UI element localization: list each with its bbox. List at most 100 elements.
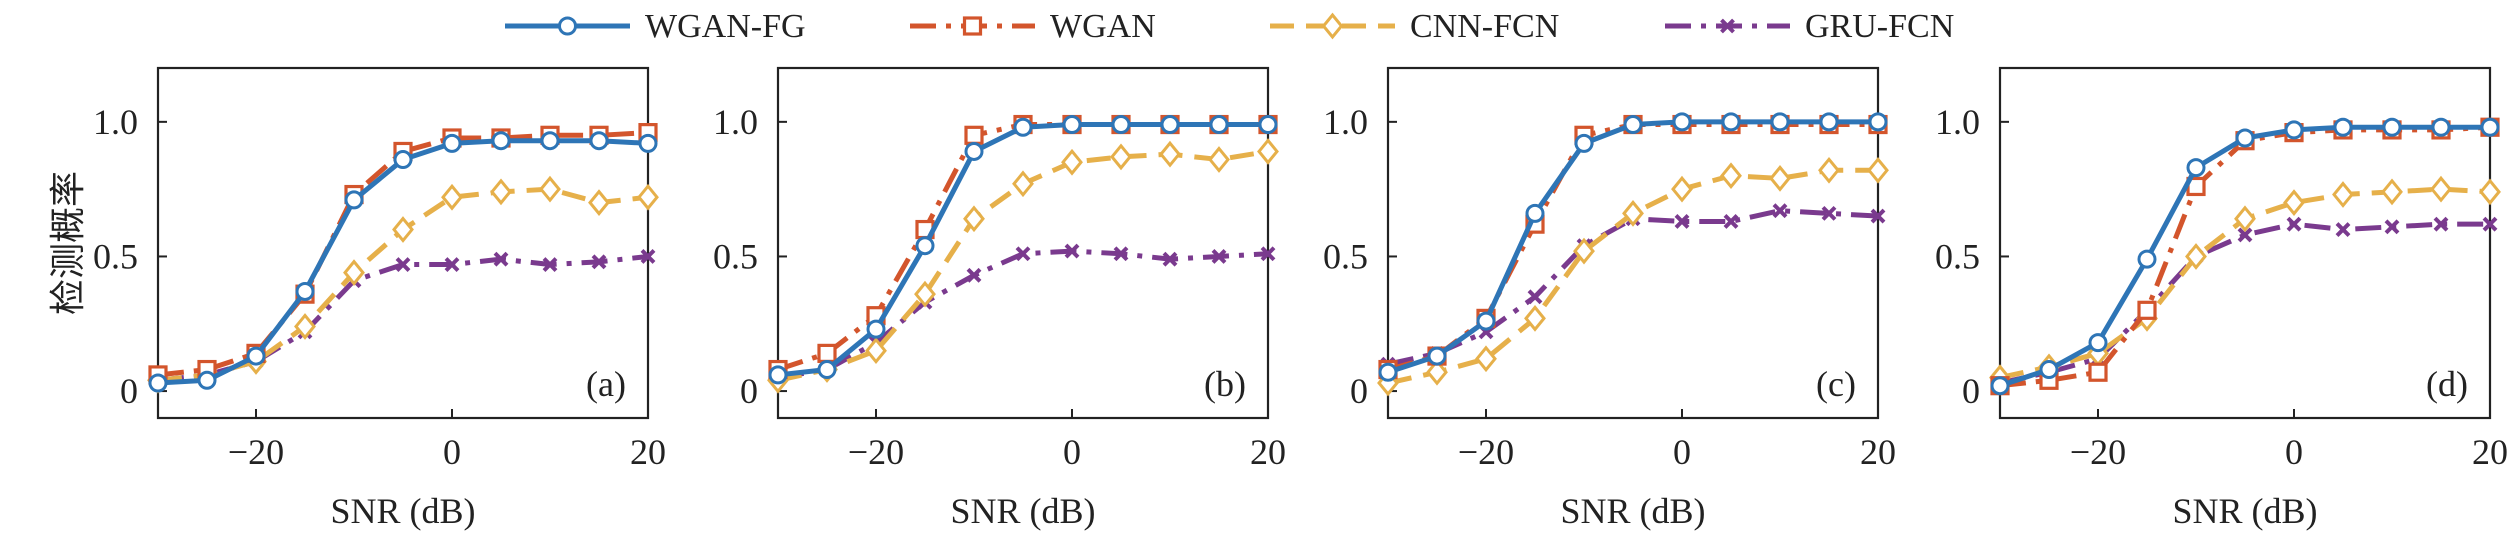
data-point (1870, 208, 1886, 224)
data-point (1427, 346, 1447, 366)
data-point (493, 251, 509, 267)
x-tick-label: 20 (630, 432, 666, 472)
data-point (1721, 112, 1741, 132)
plot-frame (156, 66, 650, 420)
legend-item-cnn-fcn: CNN-FCN (1270, 8, 1559, 45)
data-point (2479, 178, 2501, 206)
data-point (640, 249, 656, 264)
panel-label: (b) (1204, 364, 1246, 404)
legend-item-wgan-fg: WGAN-FG (505, 8, 806, 45)
data-point (1818, 156, 1840, 184)
data-point (817, 343, 837, 363)
data-point (866, 319, 886, 339)
data-point (1674, 214, 1690, 229)
x-axis-label: SNR (dB) (330, 491, 475, 531)
data-point (1525, 203, 1545, 223)
panel-a: −20 0 20 0 0.5 1.0 SNR (dB) 检测概率 (a) (48, 66, 666, 531)
x-axis-label: SNR (dB) (1560, 491, 1705, 531)
series-wgan-fg (1378, 112, 1888, 382)
plot-frame (776, 66, 1270, 420)
data-point (2382, 117, 2402, 137)
data-point (2137, 300, 2157, 320)
data-point (1723, 214, 1739, 229)
data-point (393, 150, 413, 170)
data-point (491, 131, 511, 151)
data-point (589, 131, 609, 151)
data-point (966, 267, 982, 283)
legend-label: GRU-FCN (1805, 8, 1954, 45)
y-tick-label: 0.5 (1323, 236, 1368, 276)
plot-frame (1998, 66, 2492, 420)
y-tick-label: 1.0 (1935, 102, 1980, 142)
series-wgan (1990, 117, 2500, 396)
data-point (2433, 216, 2449, 232)
x-tick-label: 0 (443, 432, 461, 472)
data-point (2137, 249, 2157, 269)
data-point (1819, 112, 1839, 132)
panel-b: −20 0 20 0 0.5 1.0 SNR (dB) (b) (713, 66, 1286, 531)
data-point (2335, 222, 2351, 237)
data-point (1160, 115, 1180, 135)
x-tick-label: 20 (2472, 432, 2508, 472)
data-point (539, 175, 561, 203)
data-point (1378, 362, 1398, 382)
data-point (1015, 246, 1031, 262)
data-point (2235, 128, 2255, 148)
series-line (1387, 119, 1878, 375)
series-gru-fcn (770, 243, 1276, 386)
data-point (1061, 148, 1083, 176)
series-line (1999, 124, 2490, 389)
x-tick-label: −20 (1458, 432, 1514, 472)
y-tick-label: 1.0 (713, 102, 758, 142)
data-point (542, 257, 558, 272)
data-point (540, 131, 560, 151)
data-point (1770, 112, 1790, 132)
data-point (2431, 117, 2451, 137)
series-wgan-fg (768, 115, 1278, 385)
chart-panels: −20 0 20 0 0.5 1.0 SNR (dB) 检测概率 (a) −20 0 20 0 0.5 1.… (48, 66, 2508, 531)
data-point (1013, 117, 1033, 137)
series-line (1999, 221, 2490, 386)
x-tick-label: −20 (2070, 432, 2126, 472)
data-point (1720, 162, 1742, 190)
x-tick-label: 0 (2285, 432, 2303, 472)
series-wgan-fg (1990, 117, 2500, 396)
legend-item-wgan: WGAN (910, 8, 1156, 45)
x-axis-label: SNR (dB) (2172, 491, 2317, 531)
data-point (2284, 120, 2304, 140)
data-point (442, 133, 462, 153)
data-point (1258, 115, 1278, 135)
data-point (2039, 360, 2059, 380)
data-point (2186, 158, 2206, 178)
data-point (1426, 358, 1448, 386)
x-tick-label: 20 (1860, 432, 1896, 472)
series-line (777, 122, 1268, 372)
legend-marker-x (1720, 18, 1735, 34)
x-tick-label: 0 (1673, 432, 1691, 472)
data-point (1524, 305, 1546, 332)
data-point (1012, 170, 1034, 198)
data-point (1064, 243, 1080, 259)
data-point (768, 365, 788, 385)
data-point (2430, 175, 2452, 203)
legend: WGAN-FG WGAN CNN-FCN GRU-FCN (505, 8, 1954, 45)
data-point (1209, 115, 1229, 135)
series-wgan-fg (148, 131, 658, 393)
data-point (246, 346, 266, 366)
data-point (1110, 143, 1132, 171)
y-tick-label: 0 (1350, 371, 1368, 411)
data-point (1672, 112, 1692, 132)
legend-marker-diamond (1321, 12, 1344, 40)
y-tick-label: 0 (120, 371, 138, 411)
data-point (1623, 115, 1643, 135)
legend-marker-square (962, 16, 983, 36)
data-point (1772, 203, 1788, 219)
data-point (1671, 175, 1693, 203)
data-point (490, 178, 512, 206)
series-gru-fcn (1992, 216, 2498, 391)
data-point (1476, 311, 1496, 331)
data-point (817, 360, 837, 380)
series-line (1387, 122, 1878, 372)
y-tick-label: 0 (740, 371, 758, 411)
